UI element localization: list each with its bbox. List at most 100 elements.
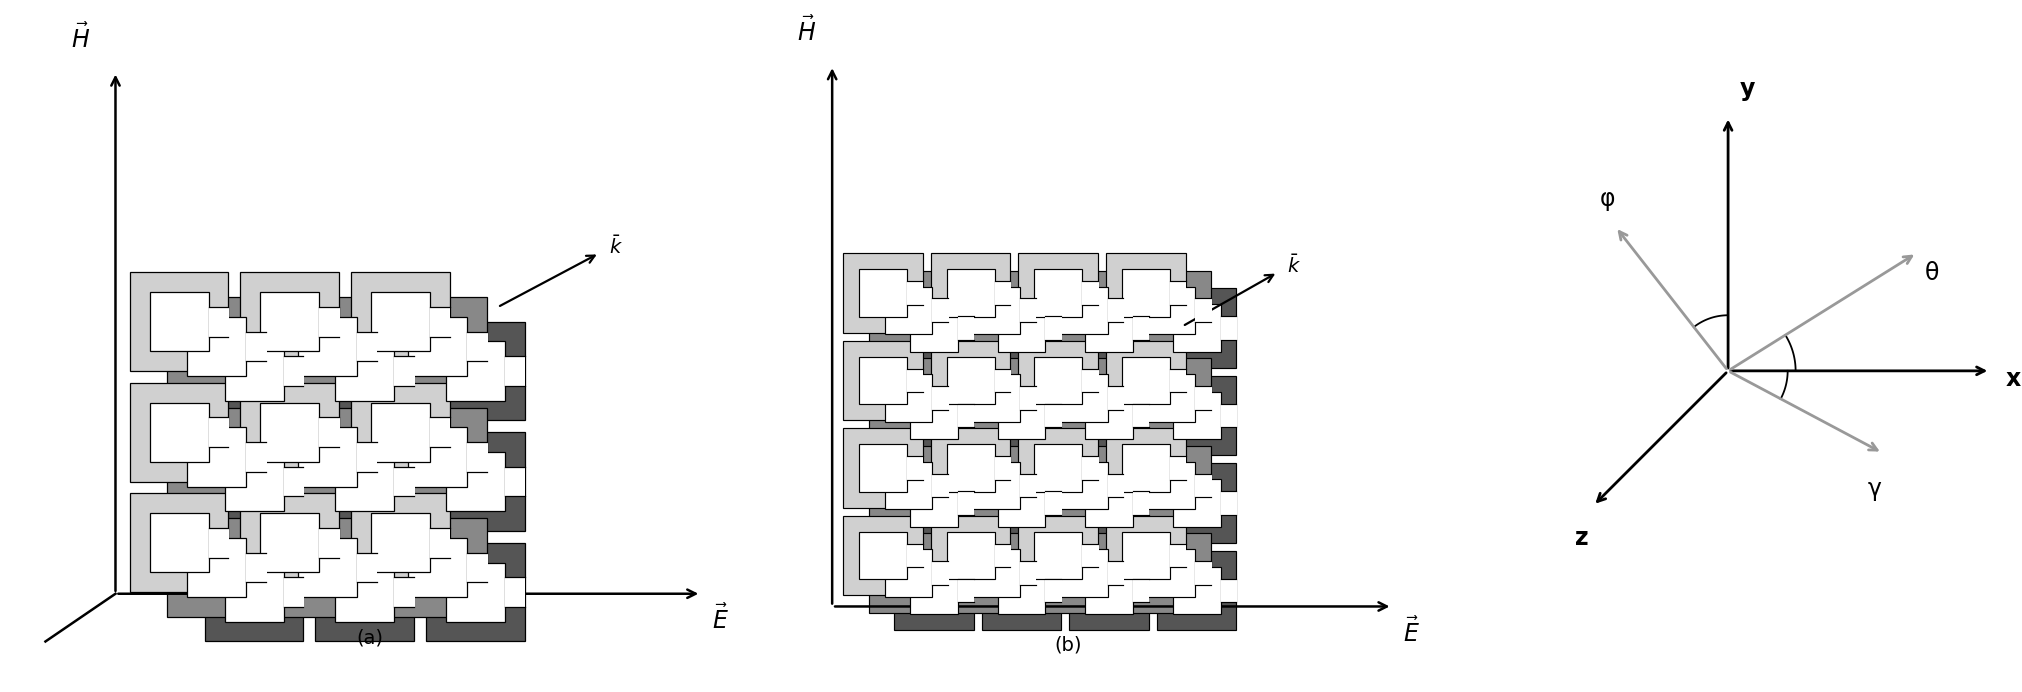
Bar [995,544,1011,567]
Bar [1157,551,1235,630]
Bar [983,463,1062,543]
Bar [168,408,267,507]
Bar [188,317,247,376]
Bar [1082,544,1098,567]
Bar [1169,544,1187,567]
Bar [1146,374,1195,422]
Bar [208,307,228,336]
Bar [886,374,932,422]
Bar [995,369,1011,392]
Bar [352,493,449,592]
Text: $\bar{k}$: $\bar{k}$ [609,235,623,258]
Bar [241,493,340,592]
Bar [150,403,208,462]
Bar [1108,473,1124,498]
Bar [995,456,1011,480]
Bar [431,307,451,336]
Bar [1106,516,1185,595]
Bar [408,538,467,597]
Bar [1173,567,1221,614]
Bar [886,462,932,509]
Bar [932,386,948,410]
Bar [261,403,319,462]
Bar [983,376,1062,455]
Bar [129,383,228,482]
Bar [315,543,415,641]
Bar [908,544,924,567]
Bar [1082,369,1098,392]
Bar [388,408,487,507]
Bar [129,493,228,592]
Bar [910,392,958,439]
Bar [1195,561,1211,585]
Bar [1173,392,1221,439]
Bar [1019,561,1037,585]
Bar [445,452,506,511]
Bar [1195,298,1211,322]
Bar [394,577,415,607]
Bar [1122,531,1169,579]
Bar [315,432,415,531]
Bar [956,271,1035,350]
Bar [1045,579,1062,603]
Bar [894,463,975,543]
Bar [958,403,975,428]
Bar [1195,386,1211,410]
Bar [431,417,451,447]
Bar [973,374,1019,422]
Bar [352,273,449,371]
Bar [1070,288,1148,367]
Bar [319,307,340,336]
Bar [1043,534,1124,613]
Text: $\vec{H}$: $\vec{H}$ [71,23,91,53]
Bar [204,432,303,531]
Bar [1043,358,1124,438]
Bar [997,567,1045,614]
Bar [1019,386,1037,410]
Bar [168,297,267,396]
Bar [445,563,506,621]
Bar [1221,579,1237,603]
Bar [408,317,467,376]
Bar [129,273,228,371]
Bar [930,516,1011,595]
Bar [427,322,524,421]
Bar [1221,316,1237,340]
Bar [1019,340,1098,420]
Bar [1043,446,1124,525]
Bar [204,543,303,641]
Bar [958,491,975,515]
Bar [1221,491,1237,515]
Bar [1195,473,1211,498]
Bar [241,383,340,482]
Bar [1173,304,1221,352]
Bar [1157,288,1235,367]
Bar [1122,444,1169,492]
Bar [956,358,1035,438]
Bar [356,553,376,582]
Bar [894,551,975,630]
Bar [1132,316,1148,340]
Bar [956,534,1035,613]
Text: $\vec{E}$: $\vec{E}$ [712,604,728,634]
Bar [843,253,922,333]
Bar [208,528,228,558]
Bar [1157,463,1235,543]
Bar [336,563,394,621]
Bar [908,281,924,305]
Bar [283,467,303,496]
Bar [277,408,376,507]
Bar [506,577,526,607]
Bar [908,369,924,392]
Bar [886,286,932,334]
Bar [427,543,524,641]
Bar [247,553,267,582]
Bar [431,528,451,558]
Bar [997,304,1045,352]
Bar [297,538,356,597]
Bar [319,417,340,447]
Bar [910,567,958,614]
Bar [1132,491,1148,515]
Bar [356,331,376,361]
Bar [1070,551,1148,630]
